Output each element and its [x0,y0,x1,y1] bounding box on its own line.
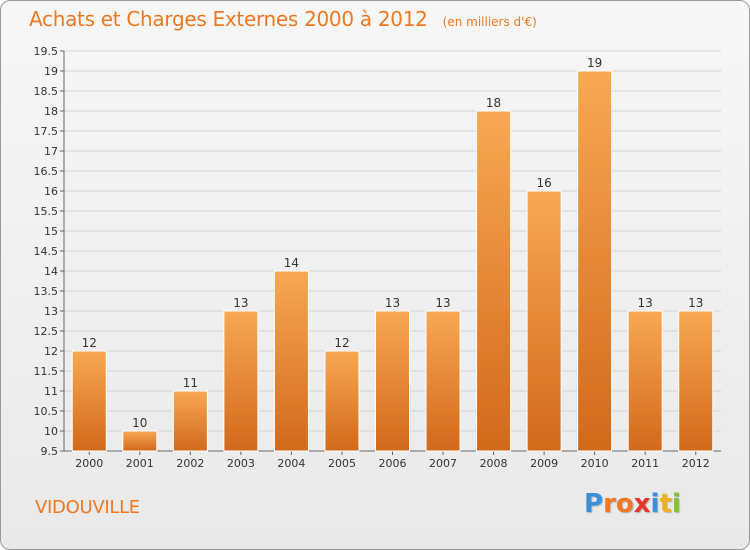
y-tick-label: 14 [44,265,58,278]
bar-value-label: 14 [284,256,299,270]
logo-letter: t [659,489,672,519]
labels: 12 2000 10 2001 11 2002 13 2003 14 2004 12 2005 13 20… [75,56,709,470]
logo-letter: r [603,489,616,519]
bar-value-label: 13 [688,296,703,310]
y-tick-label: 10.5 [34,405,59,418]
y-tick-label: 16.5 [34,165,59,178]
x-tick-label: 2008 [480,457,508,470]
y-tick-label: 10 [44,425,58,438]
bar [223,310,259,452]
logo-letter: i [650,489,660,519]
bar [678,310,714,452]
y-tick-label: 16 [44,185,58,198]
x-tick-label: 2010 [581,457,609,470]
bar [324,350,360,452]
bar-value-label: 13 [435,296,450,310]
bar-value-label: 12 [82,336,97,350]
x-tick-label: 2000 [75,457,103,470]
bar-value-label: 13 [385,296,400,310]
title-text: Achats et Charges Externes 2000 à 2012 [29,7,428,31]
bar [627,310,663,452]
commune-name: VIDOUVILLE [35,497,140,518]
y-tick-label: 19.5 [34,45,59,58]
bar-value-label: 16 [536,176,551,190]
x-tick-label: 2002 [176,457,204,470]
y-tick-label: 18.5 [34,85,59,98]
bar [375,310,410,452]
bar [273,270,309,452]
logo-letter: i [671,489,681,519]
logo-letter: P [584,489,604,519]
x-tick-label: 2007 [429,457,457,470]
bar [577,70,613,452]
chart-title: Achats et Charges Externes 2000 à 2012 (… [29,7,537,31]
y-tick-label: 17.5 [34,125,59,138]
bar [526,190,562,452]
y-tick-label: 15 [44,225,58,238]
logo-letter: x [633,489,651,519]
y-tick-label: 12.5 [34,325,59,338]
x-tick-label: 2006 [379,457,407,470]
bar [122,430,158,452]
unit-note: (en milliers d'€) [442,15,537,29]
x-tick-label: 2001 [126,457,154,470]
y-tick-label: 13.5 [34,285,59,298]
bar [425,310,461,452]
bar-value-label: 13 [638,296,653,310]
bar-value-label: 11 [183,376,198,390]
x-tick-label: 2009 [530,457,558,470]
y-tick-label: 12 [44,345,58,358]
bar-value-label: 18 [486,96,501,110]
y-tick-label: 15.5 [34,205,59,218]
x-tick-label: 2004 [277,457,305,470]
bar-value-label: 12 [334,336,349,350]
bar-value-label: 10 [132,416,147,430]
x-tick-label: 2003 [227,457,255,470]
bar [71,350,107,452]
x-tick-label: 2012 [682,457,710,470]
y-tick-label: 18 [44,105,58,118]
bar-value-label: 19 [587,56,602,70]
y-tick-label: 11 [44,385,58,398]
bars [71,70,714,452]
y-tick-label: 9.5 [41,445,59,458]
y-tick-label: 11.5 [34,365,59,378]
x-tick-label: 2005 [328,457,356,470]
y-tick-label: 17 [44,145,58,158]
y-tick-label: 19 [44,65,58,78]
bar [476,110,512,452]
bar-value-label: 13 [233,296,248,310]
y-tick-label: 13 [44,305,58,318]
y-tick-label: 14.5 [34,245,59,258]
bar [172,390,208,452]
proxiti-logo[interactable]: Proxiti [584,489,681,519]
logo-letter: o [615,489,634,519]
x-tick-label: 2011 [631,457,659,470]
